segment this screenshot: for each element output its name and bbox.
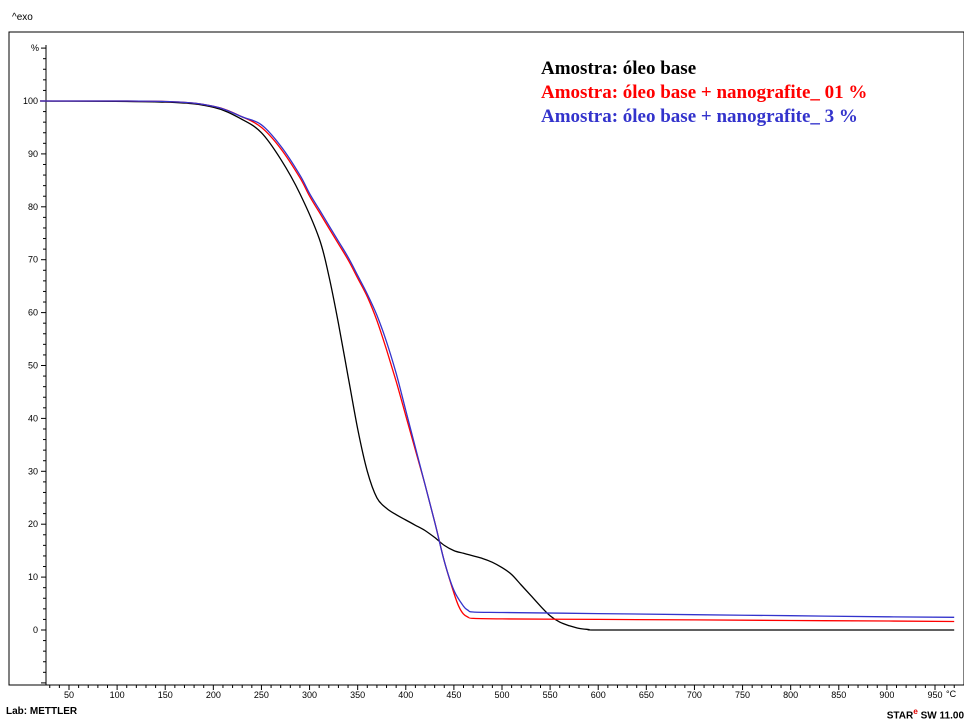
y-tick-label: 30 bbox=[28, 466, 38, 476]
x-tick-label: 550 bbox=[543, 690, 558, 700]
legend: Amostra: óleo base Amostra: óleo base + n… bbox=[541, 58, 867, 127]
x-tick-label: 800 bbox=[783, 690, 798, 700]
x-tick-label: 50 bbox=[64, 690, 74, 700]
x-tick-label: 250 bbox=[254, 690, 269, 700]
series-group bbox=[40, 100, 955, 631]
y-tick-label: 60 bbox=[28, 308, 38, 318]
x-tick-label: 650 bbox=[639, 690, 654, 700]
axes: 0 10 20 30 40 50 60 70 80 90 100 50 100 150 200 250 300 3… bbox=[23, 45, 955, 700]
x-tick-label: 850 bbox=[831, 690, 846, 700]
series-line-2 bbox=[40, 100, 955, 623]
plot-frame bbox=[8, 31, 964, 686]
y-tick-label: 20 bbox=[28, 519, 38, 529]
y-tick-label: 100 bbox=[23, 96, 38, 106]
legend-entry-3: Amostra: óleo base + nanografite_ 3 % bbox=[541, 106, 858, 127]
software-sup: e bbox=[913, 706, 918, 716]
series-line-3 bbox=[40, 100, 955, 618]
x-tick-label: 500 bbox=[494, 690, 509, 700]
x-tick-label: 100 bbox=[110, 690, 125, 700]
x-tick-label: 750 bbox=[735, 690, 750, 700]
x-tick-label: 700 bbox=[687, 690, 702, 700]
legend-entry-1: Amostra: óleo base bbox=[541, 58, 696, 79]
x-tick-label: 600 bbox=[591, 690, 606, 700]
x-tick-label: 350 bbox=[350, 690, 365, 700]
x-tick-label: 300 bbox=[302, 690, 317, 700]
y-tick-label: 80 bbox=[28, 202, 38, 212]
x-unit-label: °C bbox=[946, 689, 957, 699]
software-label: STARe SW 11.00 bbox=[887, 706, 964, 721]
y-unit-label: % bbox=[31, 43, 39, 53]
x-tick-label: 150 bbox=[158, 690, 173, 700]
software-prefix: STAR bbox=[886, 710, 914, 721]
software-version: SW 11.00 bbox=[920, 710, 964, 721]
x-tick-label: 400 bbox=[398, 690, 413, 700]
exo-label: ^exo bbox=[12, 12, 33, 23]
x-tick-label: 450 bbox=[446, 690, 461, 700]
x-tick-label: 950 bbox=[927, 690, 942, 700]
y-tick-label: 40 bbox=[28, 413, 38, 423]
y-tick-label: 10 bbox=[28, 572, 38, 582]
x-tick-label: 200 bbox=[206, 690, 221, 700]
lab-label: Lab: METTLER bbox=[6, 706, 78, 717]
y-tick-label: 70 bbox=[28, 255, 38, 265]
x-tick-label: 900 bbox=[879, 690, 894, 700]
y-tick-label: 0 bbox=[33, 625, 38, 635]
y-tick-label: 90 bbox=[28, 149, 38, 159]
legend-entry-2: Amostra: óleo base + nanografite_ 01 % bbox=[541, 82, 867, 103]
y-tick-label: 50 bbox=[28, 361, 38, 371]
series-line-1 bbox=[40, 100, 955, 631]
